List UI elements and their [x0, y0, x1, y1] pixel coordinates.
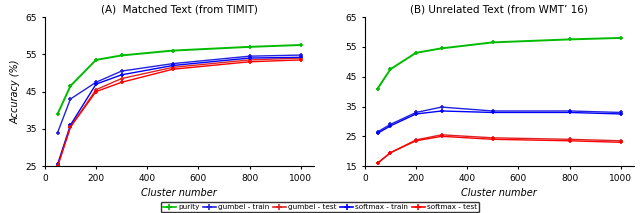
Title: (A)  Matched Text (from TIMIT): (A) Matched Text (from TIMIT) [100, 5, 258, 15]
X-axis label: Cluster number: Cluster number [141, 188, 217, 198]
Title: (B) Unrelated Text (from WMT’ 16): (B) Unrelated Text (from WMT’ 16) [410, 5, 588, 15]
Legend: purity, gumbel - train, gumbel - test, softmax - train, softmax - test: purity, gumbel - train, gumbel - test, s… [161, 202, 479, 212]
Y-axis label: Accuracy (%): Accuracy (%) [10, 59, 20, 124]
X-axis label: Cluster number: Cluster number [461, 188, 537, 198]
